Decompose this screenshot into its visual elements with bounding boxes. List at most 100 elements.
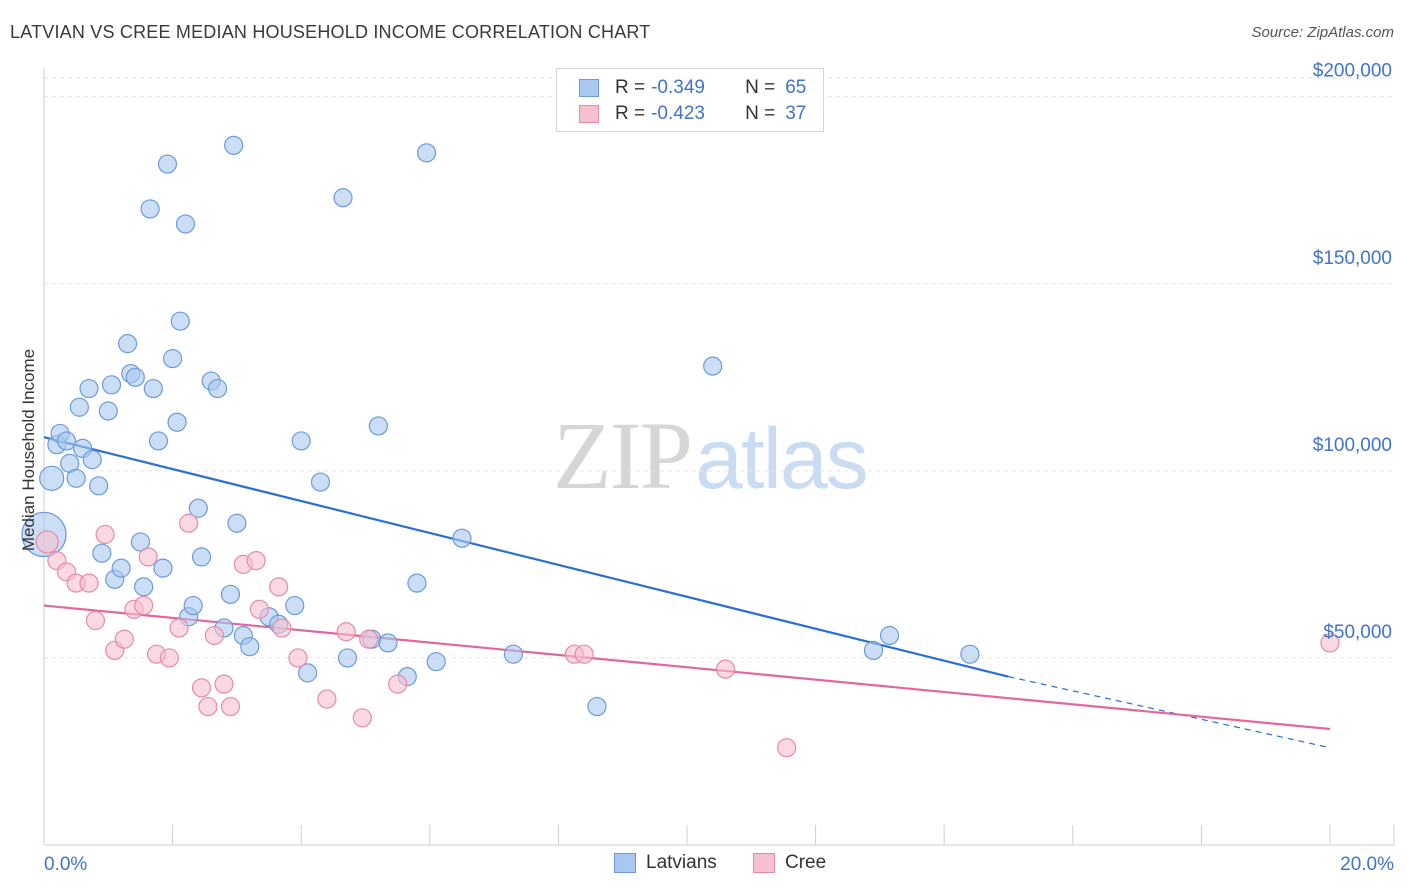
cree-point: [159, 648, 179, 668]
watermark: ZIPatlas: [553, 400, 869, 511]
legend-row-latvians: R = -0.349 N = 65: [579, 77, 806, 99]
latvian-point: [333, 188, 353, 208]
latvian-point: [426, 652, 446, 672]
latvian-point: [337, 648, 358, 668]
y-tick-label: $50,000: [1323, 622, 1392, 643]
latvian-point: [153, 558, 173, 578]
n-value: 65: [785, 77, 807, 98]
latvian-point: [79, 378, 99, 399]
cree-point: [220, 696, 241, 717]
cree-point: [1320, 633, 1340, 653]
legend-label-cree: Cree: [785, 852, 827, 873]
latvian-point: [183, 595, 203, 616]
latvian-point: [285, 595, 305, 616]
latvian-point: [291, 431, 311, 451]
cree-point: [95, 524, 115, 545]
cree-point: [288, 648, 308, 668]
watermark-zip: ZIP: [553, 402, 693, 509]
cree-point: [134, 595, 154, 616]
cree-point: [359, 629, 379, 649]
latvian-point: [130, 532, 151, 552]
latvians-trendline: [43, 436, 1009, 678]
latvian-point: [89, 476, 109, 496]
latvian-point: [148, 431, 169, 451]
latvians-swatch: [579, 79, 599, 97]
watermark-atlas: atlas: [695, 411, 869, 507]
y-tick-label: $150,000: [1313, 248, 1392, 269]
latvian-point: [587, 696, 607, 717]
cree-swatch: [579, 105, 599, 123]
latvian-point: [188, 498, 208, 518]
latvian-point: [452, 528, 472, 548]
r-label: R =: [615, 77, 646, 98]
latvian-point: [92, 543, 112, 563]
cree-point: [114, 629, 134, 649]
latvian-point: [220, 584, 241, 604]
latvian-point: [703, 356, 723, 376]
cree-point: [169, 618, 189, 638]
n-value: 37: [785, 103, 807, 124]
cree-point: [269, 577, 289, 597]
cree-trendline: [43, 604, 1331, 731]
latvian-point: [143, 378, 163, 399]
cree-point: [777, 738, 797, 758]
latvian-point: [310, 472, 331, 492]
cree-point: [138, 547, 158, 567]
cree-point: [191, 678, 212, 698]
latvian-point: [879, 625, 900, 646]
latvian-point: [56, 431, 77, 451]
latvians-trendline-extension: [1008, 676, 1331, 749]
latvians-legend-swatch: [614, 853, 636, 873]
y-tick-label: $200,000: [1313, 61, 1392, 82]
latvian-point: [167, 412, 187, 432]
latvian-point: [69, 397, 89, 417]
latvian-point: [134, 577, 154, 597]
latvian-point: [240, 637, 260, 657]
latvian-point: [298, 663, 318, 683]
cree-point: [317, 689, 337, 709]
trendlines: [43, 436, 1331, 749]
source-credit: Source: ZipAtlas.com: [1251, 24, 1394, 41]
latvian-point: [368, 416, 388, 436]
latvian-point: [98, 401, 118, 421]
latvian-point: [863, 640, 884, 661]
latvian-point: [191, 547, 212, 567]
cree-point: [272, 618, 292, 638]
legend-item-cree[interactable]: Cree: [753, 852, 826, 874]
x-tick-label: 20.0%: [1340, 854, 1394, 875]
cree-legend-swatch: [753, 853, 775, 873]
cree-point: [179, 513, 199, 533]
y-tick-label: $100,000: [1313, 435, 1392, 456]
latvian-point: [163, 349, 183, 369]
latvian-point: [39, 465, 65, 491]
latvian-point: [101, 375, 122, 395]
r-value: -0.423: [651, 103, 705, 124]
cree-point: [388, 674, 408, 694]
cree-point: [249, 599, 270, 619]
latvian-point: [170, 311, 190, 331]
latvian-point: [140, 199, 160, 219]
cree-point: [246, 551, 266, 571]
latvian-point: [82, 450, 102, 470]
cree-point: [336, 622, 356, 642]
legend-item-latvians[interactable]: Latvians: [614, 852, 717, 874]
latvian-point: [117, 334, 138, 354]
cree-point: [79, 573, 99, 593]
legend-label-latvians: Latvians: [646, 852, 717, 873]
latvian-point: [125, 367, 145, 387]
cree-point: [85, 610, 106, 631]
cree-point: [198, 696, 218, 717]
data-points: [21, 135, 1340, 758]
latvian-point: [407, 573, 427, 593]
cree-point: [352, 708, 372, 728]
cree-point: [204, 625, 224, 646]
latvian-point: [416, 143, 437, 163]
x-tick-label: 0.0%: [44, 854, 87, 875]
latvian-point: [111, 558, 131, 578]
r-value: -0.349: [651, 77, 705, 98]
cree-point: [35, 530, 59, 554]
n-label: N =: [745, 77, 776, 98]
axes: [43, 68, 1395, 846]
tick-labels: $50,000 $100,000 $150,000 $200,000 0.0% 20.0%: [44, 61, 1394, 875]
y-axis-label: Median Household Income: [19, 348, 38, 552]
